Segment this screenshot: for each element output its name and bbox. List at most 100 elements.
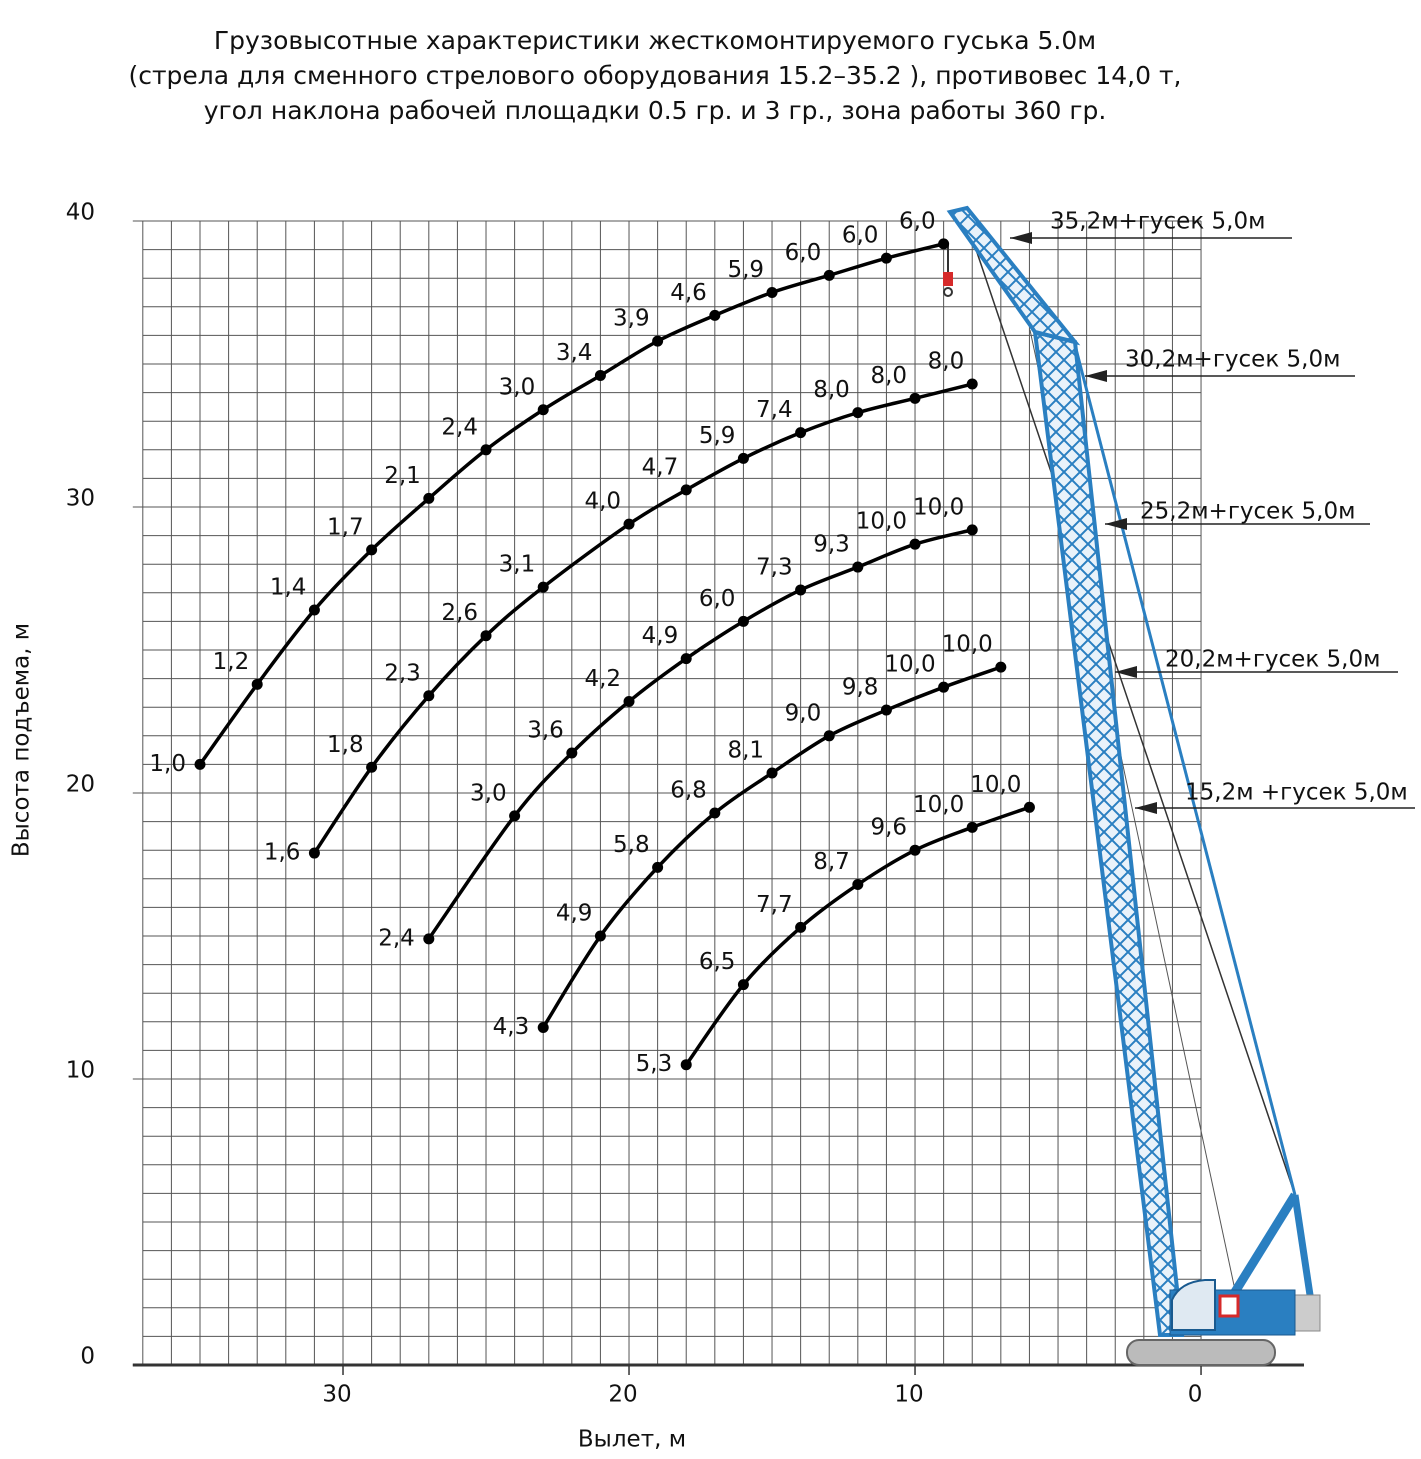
point-label: 7,7 — [756, 892, 793, 918]
point-label: 8,1 — [727, 737, 764, 763]
point-label: 7,4 — [756, 397, 793, 423]
point-label: 7,3 — [756, 554, 793, 580]
point-label: 4,7 — [642, 454, 679, 480]
point — [995, 661, 1007, 673]
point-label: 1,0 — [149, 751, 186, 777]
point-label: 6,5 — [699, 949, 736, 975]
point — [509, 810, 521, 822]
point — [852, 407, 864, 419]
point — [709, 807, 721, 819]
point — [680, 653, 692, 665]
point-label: 8,0 — [870, 363, 907, 389]
point — [1023, 801, 1035, 813]
point — [766, 287, 778, 298]
point — [938, 681, 950, 693]
point — [537, 1022, 549, 1034]
point — [480, 630, 492, 642]
point — [880, 252, 892, 264]
plot-area: 1,0 1,2 1,4 1,7 2,1 2,4 3,0 3,4 3,9 4,6 5,9 6,0 6,0 6… — [149, 208, 1415, 1077]
point-label: 3,6 — [527, 717, 564, 743]
x-axis-label: Вылет, м — [578, 1427, 686, 1453]
point — [652, 861, 664, 873]
point — [909, 538, 921, 550]
point — [623, 518, 635, 530]
point — [966, 821, 978, 833]
point-label: 10,0 — [884, 652, 935, 678]
point — [566, 747, 578, 759]
y-tick-label: 40 — [66, 200, 95, 226]
point-label: 10,0 — [942, 632, 993, 658]
point — [966, 378, 978, 390]
point — [909, 844, 921, 856]
point-label: 5,9 — [699, 423, 736, 449]
point — [537, 404, 549, 416]
point-label: 10,0 — [913, 792, 964, 818]
annotation-arrow — [1010, 232, 1032, 244]
point — [680, 1059, 692, 1071]
point — [308, 604, 320, 616]
point — [823, 730, 835, 742]
point — [909, 392, 921, 404]
chart-title: угол наклона рабочей площадки 0.5 гр. и … — [204, 96, 1107, 125]
boom-annotation: 30,2м+гусек 5,0м — [1125, 347, 1340, 373]
point-label: 10,0 — [856, 509, 907, 535]
point-label: 6,0 — [699, 586, 736, 612]
chart-title: (стрела для сменного стрелового оборудов… — [129, 61, 1182, 90]
point — [852, 879, 864, 891]
point-label: 3,1 — [499, 552, 536, 578]
point — [366, 761, 378, 773]
y-tick-label: 10 — [66, 1058, 95, 1084]
point-label: 6,0 — [899, 208, 936, 234]
point — [537, 581, 549, 593]
point — [709, 309, 721, 321]
point — [880, 704, 892, 716]
point — [852, 561, 864, 573]
point-label: 1,2 — [213, 649, 250, 675]
point — [594, 369, 606, 381]
point — [680, 484, 692, 496]
point-label: 2,4 — [378, 925, 415, 951]
point — [366, 544, 378, 556]
point — [766, 767, 778, 779]
point — [194, 758, 206, 770]
point-label: 4,0 — [584, 489, 621, 515]
point-label: 6,0 — [785, 240, 822, 266]
point-label: 4,9 — [556, 901, 593, 927]
annotation-arrow — [1105, 518, 1127, 530]
point-label: 4,2 — [584, 666, 621, 692]
point-label: 3,4 — [556, 340, 593, 366]
point-label: 6,8 — [670, 778, 707, 804]
point-label: 1,8 — [327, 732, 364, 758]
point-label: 9,0 — [785, 700, 822, 726]
y-tick-label: 0 — [80, 1344, 95, 1370]
boom-annotation: 20,2м+гусек 5,0м — [1165, 647, 1380, 673]
boom-annotation: 35,2м+гусек 5,0м — [1050, 209, 1265, 235]
point-label: 9,8 — [842, 675, 879, 701]
point — [652, 335, 664, 347]
x-tick-label: 0 — [1188, 1382, 1203, 1408]
boom-annotation: 25,2м+гусек 5,0м — [1140, 499, 1355, 525]
point — [594, 930, 606, 942]
point — [308, 847, 320, 859]
point — [938, 238, 950, 250]
point — [623, 695, 635, 707]
y-tick-label: 30 — [66, 486, 95, 512]
annotation-arrow — [1115, 666, 1137, 678]
point — [737, 452, 749, 464]
point-label: 6,0 — [842, 223, 879, 249]
point — [795, 921, 807, 933]
point-label: 10,0 — [970, 772, 1021, 798]
point — [423, 492, 435, 504]
point-label: 1,4 — [270, 574, 307, 600]
chart-title: Грузовысотные характеристики жесткомонти… — [214, 26, 1096, 55]
point — [823, 269, 835, 281]
point-label: 1,6 — [264, 840, 301, 866]
point-label: 8,7 — [813, 849, 850, 875]
x-tick-label: 10 — [894, 1382, 923, 1408]
point-label: 4,3 — [493, 1014, 530, 1040]
point-label: 5,9 — [727, 257, 764, 283]
point-label: 8,0 — [813, 377, 850, 403]
point — [737, 615, 749, 627]
crane-drawing — [943, 205, 1321, 1366]
